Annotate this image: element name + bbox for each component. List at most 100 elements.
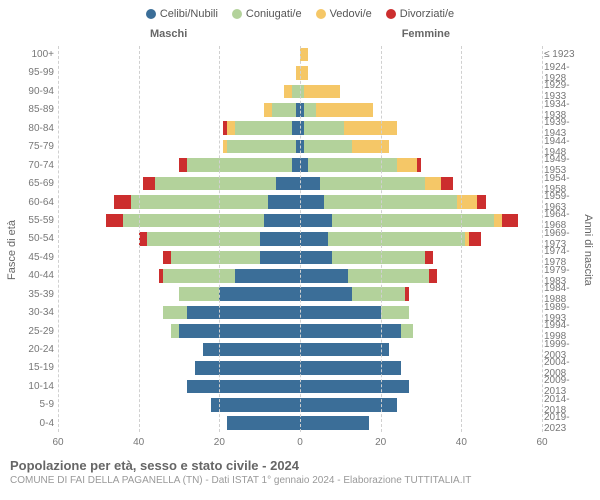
bar-male: [159, 269, 300, 283]
bar-segment: [332, 214, 493, 228]
bar-segment: [155, 177, 276, 191]
bar-segment: [300, 287, 352, 301]
age-label: 40-44: [18, 270, 54, 281]
age-label: 10-14: [18, 381, 54, 392]
bar-male: [163, 306, 300, 320]
bar-segment: [300, 214, 332, 228]
x-tick-label: 20: [375, 437, 386, 448]
bar-male: [114, 195, 300, 209]
bar-segment: [139, 232, 147, 246]
bar-female: [300, 324, 413, 338]
age-label: 35-39: [18, 289, 54, 300]
bar-female: [300, 66, 308, 80]
bar-male: [211, 398, 300, 412]
bar-female: [300, 343, 389, 357]
bar-segment: [300, 251, 332, 265]
bar-segment: [477, 195, 485, 209]
x-tick-label: 0: [297, 437, 303, 448]
birthyear-label: 2019-2023: [544, 412, 588, 434]
age-label: 15-19: [18, 362, 54, 373]
bar-segment: [457, 195, 477, 209]
bar-male: [264, 103, 300, 117]
bar-segment: [179, 324, 300, 338]
bar-segment: [300, 158, 308, 172]
bar-segment: [332, 251, 425, 265]
legend-label: Divorziati/e: [400, 8, 454, 20]
legend-label: Vedovi/e: [330, 8, 372, 20]
bar-male: [171, 324, 300, 338]
bar-segment: [300, 48, 308, 62]
bar-segment: [195, 361, 300, 375]
bar-segment: [227, 416, 300, 430]
bar-male: [179, 287, 300, 301]
gridline: [139, 46, 140, 432]
bar-segment: [324, 195, 457, 209]
bar-female: [300, 380, 409, 394]
bar-segment: [187, 158, 292, 172]
bar-segment: [143, 177, 155, 191]
bar-male: [106, 214, 300, 228]
bar-male: [227, 416, 300, 430]
bar-male: [179, 158, 300, 172]
gridline: [542, 46, 543, 432]
x-tick-label: 60: [52, 437, 63, 448]
age-label: 80-84: [18, 123, 54, 134]
bar-segment: [106, 214, 122, 228]
bar-segment: [272, 103, 296, 117]
bar-segment: [179, 287, 219, 301]
bar-segment: [276, 177, 300, 191]
bar-segment: [397, 158, 417, 172]
bar-segment: [235, 269, 300, 283]
bar-segment: [300, 66, 308, 80]
gridline: [219, 46, 220, 432]
bar-segment: [441, 177, 453, 191]
bar-female: [300, 177, 453, 191]
bar-male: [223, 140, 300, 154]
bar-segment: [502, 214, 518, 228]
legend-item: Vedovi/e: [316, 8, 372, 20]
bar-segment: [264, 103, 272, 117]
bar-female: [300, 269, 437, 283]
bar-segment: [304, 85, 340, 99]
age-label: 30-34: [18, 307, 54, 318]
bar-segment: [123, 214, 264, 228]
bar-segment: [163, 251, 171, 265]
bar-female: [300, 251, 433, 265]
bar-segment: [284, 85, 292, 99]
bar-segment: [114, 195, 130, 209]
legend-swatch: [232, 9, 242, 19]
chart-title: Popolazione per età, sesso e stato civil…: [10, 458, 471, 473]
bar-segment: [381, 306, 409, 320]
x-tick-label: 60: [536, 437, 547, 448]
bar-male: [203, 343, 300, 357]
bar-segment: [316, 103, 372, 117]
gridline: [461, 46, 462, 432]
bar-male: [284, 85, 300, 99]
males-header: Maschi: [150, 28, 187, 40]
bar-segment: [352, 140, 388, 154]
age-label: 60-64: [18, 197, 54, 208]
gridline: [300, 46, 301, 432]
bar-female: [300, 416, 369, 430]
bar-segment: [292, 121, 300, 135]
birthyear-label: ≤ 1923: [544, 49, 588, 60]
bar-segment: [171, 251, 260, 265]
age-label: 55-59: [18, 215, 54, 226]
age-label: 85-89: [18, 104, 54, 115]
bar-segment: [308, 158, 397, 172]
bar-female: [300, 287, 409, 301]
gridline: [58, 46, 59, 432]
bar-female: [300, 85, 340, 99]
age-label: 0-4: [18, 418, 54, 429]
bar-segment: [219, 287, 300, 301]
bar-segment: [131, 195, 268, 209]
bar-segment: [300, 306, 381, 320]
bar-segment: [211, 398, 300, 412]
bar-segment: [328, 232, 465, 246]
bar-female: [300, 214, 518, 228]
legend-item: Celibi/Nubili: [146, 8, 218, 20]
y-axis-label-left: Fasce di età: [6, 220, 18, 280]
bar-segment: [300, 324, 401, 338]
bar-segment: [300, 177, 320, 191]
plot-area: 100+≤ 192395-991924-192890-941929-193385…: [58, 46, 542, 432]
